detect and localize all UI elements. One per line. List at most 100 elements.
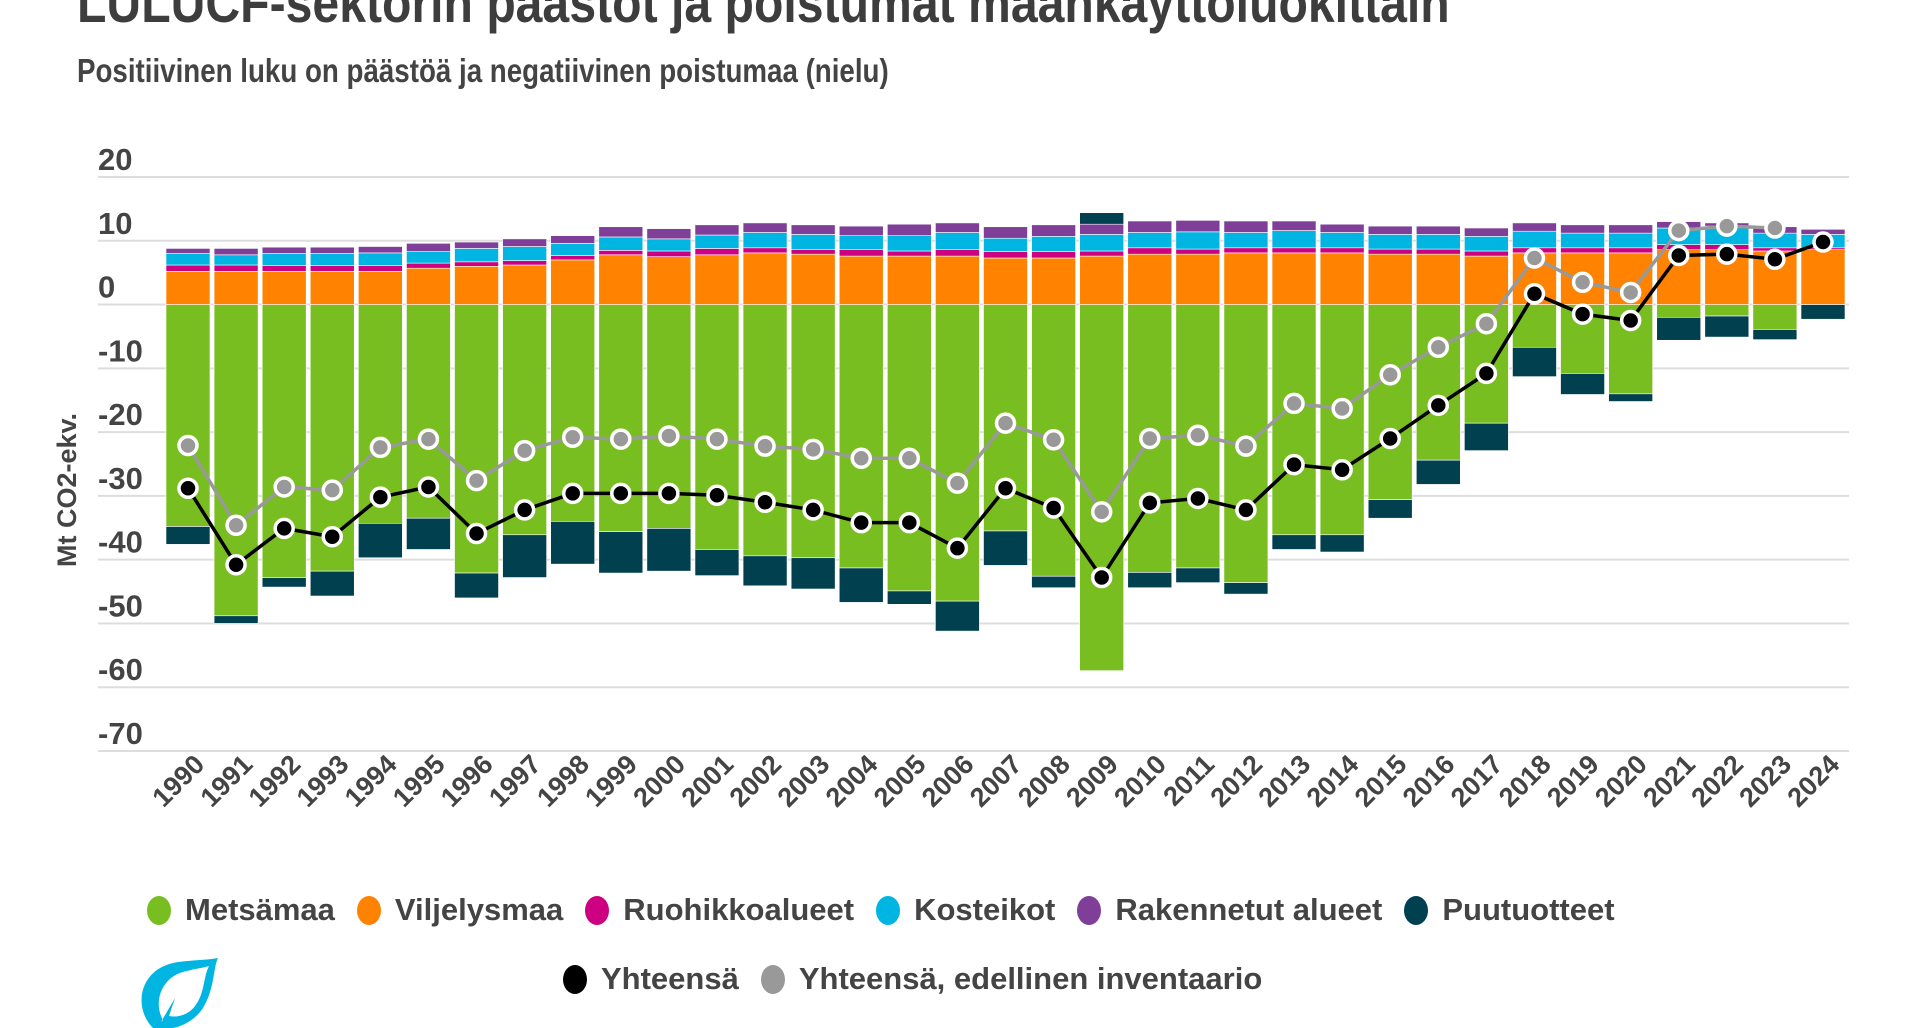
legend-label: Rakennetut alueet: [1115, 892, 1383, 927]
y-tick-label: -70: [98, 716, 143, 751]
bar-segment-viljelysmaa-2012: [1223, 252, 1269, 305]
point-yhteens-: [946, 537, 969, 559]
bar-segment-puutuotteet-2021: [1656, 317, 1702, 341]
bar-segment-rakennetut-alueet-2010: [1127, 220, 1173, 233]
bar-segment-viljelysmaa-1992: [261, 271, 307, 305]
x-tick-label: 2013: [1253, 749, 1317, 813]
bar-segment-ruohikkoalueet-1999: [598, 250, 644, 256]
point-yhteens-edellinen-inventaario: [1090, 501, 1113, 523]
bar-segment-kosteikot-2013: [1271, 230, 1317, 249]
point-yhteens-edellinen-inventaario: [994, 412, 1017, 434]
bar-segment-puutuotteet-2019: [1560, 373, 1605, 395]
x-tick-label: 1994: [339, 749, 403, 813]
bar-segment-puutuotteet-2003: [790, 557, 836, 590]
legend-label: Puutuotteet: [1442, 892, 1615, 927]
bar-segment-kosteikot-2007: [983, 237, 1028, 252]
bar-segment-viljelysmaa-2007: [983, 257, 1028, 305]
bar-segment-puutuotteet-1992: [261, 577, 307, 588]
bar-segment-ruohikkoalueet-2017: [1464, 250, 1509, 257]
x-tick-label: 2016: [1397, 749, 1461, 813]
point-yhteens-edellinen-inventaario: [1619, 281, 1642, 304]
bar-segment-rakennetut-alueet-2005: [887, 223, 932, 236]
bar-segment-puutuotteet-2017: [1464, 422, 1509, 451]
bar-segment-viljelysmaa-2015: [1367, 253, 1413, 305]
point-yhteens-edellinen-inventaario: [850, 447, 872, 470]
bar-segment-puutuotteet-1993: [309, 570, 355, 597]
bar-segment-rakennetut-alueet-2019: [1560, 224, 1605, 234]
point-yhteens-: [754, 491, 776, 514]
bar-segment-rakennetut-alueet-2011: [1175, 220, 1221, 233]
bar-segment-ruohikkoalueet-2016: [1415, 248, 1461, 255]
bar-segment-viljelysmaa-2013: [1271, 252, 1317, 305]
bar-segment-puutuotteet-2012: [1223, 582, 1269, 595]
point-yhteens-edellinen-inventaario: [610, 428, 632, 450]
bar-segment-ruohikkoalueet-2015: [1367, 248, 1413, 255]
y-axis-title: Mt CO2-ekv.: [52, 413, 82, 567]
point-yhteens-: [1331, 458, 1353, 481]
x-tick-label: 2004: [820, 749, 884, 813]
point-yhteens-: [273, 517, 295, 540]
bar-segment-viljelysmaa-2010: [1127, 253, 1173, 305]
bar-segment-rakennetut-alueet-2016: [1415, 225, 1461, 235]
x-tick-label: 1993: [291, 749, 355, 813]
bar-segment-viljelysmaa-2000: [646, 256, 692, 305]
point-yhteens-: [1475, 362, 1498, 385]
bar-segment-puutuotteet-2015: [1367, 499, 1413, 519]
bar-segment-kosteikot-2012: [1223, 232, 1269, 249]
point-yhteens-edellinen-inventaario: [898, 447, 921, 470]
bar-segment-rakennetut-alueet-2000: [646, 228, 692, 240]
bar-segment-ruohikkoalueet-2000: [646, 250, 692, 258]
bar-segment-kosteikot-1995: [406, 251, 451, 264]
legend-totals: Yhteensä Yhteensä, edellinen inventaario: [563, 961, 1284, 997]
point-yhteens-edellinen-inventaario: [321, 479, 344, 501]
x-tick-label: 2002: [724, 749, 788, 813]
bar-segment-viljelysmaa-1999: [598, 254, 644, 305]
bar-segment-ruohikkoalueet-1998: [550, 255, 596, 261]
bar-segment-ruohikkoalueet-1993: [309, 265, 355, 272]
y-tick-label: -60: [98, 652, 143, 687]
x-tick-label: 1991: [195, 749, 259, 813]
x-tick-label: 2001: [676, 749, 740, 813]
y-tick-label: -50: [98, 588, 143, 623]
point-yhteens-edellinen-inventaario: [1427, 336, 1450, 359]
bar-segment-viljelysmaa-1997: [502, 264, 547, 305]
bar-segment-rakennetut-alueet-2014: [1319, 223, 1365, 233]
point-yhteens-: [1139, 492, 1161, 514]
bar-segment-kosteikot-1992: [261, 253, 307, 266]
point-yhteens-: [706, 484, 728, 507]
bar-segment-kosteikot-2008: [1031, 236, 1076, 252]
point-yhteens-: [1427, 394, 1450, 417]
legend-swatch: [147, 895, 171, 925]
bar-segment-viljelysmaa-2016: [1415, 253, 1461, 305]
y-tick-label: 0: [98, 270, 115, 305]
bar-segment-ruohikkoalueet-1996: [454, 261, 499, 267]
bar-segment-kosteikot-1990: [165, 253, 211, 266]
bar-segment-ruohikkoalueet-1995: [406, 262, 451, 269]
point-yhteens-: [1571, 303, 1594, 325]
x-tick-label: 2005: [868, 749, 932, 813]
legend-swatch: [356, 895, 381, 925]
point-yhteens-: [1667, 244, 1690, 267]
point-yhteens-edellinen-inventaario: [1523, 247, 1546, 269]
bar-segment-rakennetut-alueet-1993: [309, 246, 355, 254]
point-yhteens-: [561, 482, 584, 505]
x-tick-label: 2011: [1157, 749, 1220, 812]
bar-segment-rakennetut-alueet-2015: [1367, 225, 1413, 235]
x-tick-label: 2018: [1493, 749, 1557, 813]
point-yhteens-: [465, 522, 488, 545]
point-yhteens-edellinen-inventaario: [1475, 312, 1498, 335]
bar-segment-kosteikot-2016: [1415, 234, 1461, 250]
bar-segment-puutuotteet-2013: [1271, 534, 1317, 550]
bar-segment-ruohikkoalueet-1994: [358, 265, 403, 272]
point-yhteens-: [513, 499, 536, 521]
point-yhteens-edellinen-inventaario: [1042, 429, 1065, 451]
bar-segment-ruohikkoalueet-1990: [165, 264, 211, 272]
x-tick-label: 2007: [964, 749, 1028, 813]
bar-segment-rakennetut-alueet-2003: [790, 224, 836, 235]
point-yhteens-edellinen-inventaario: [1139, 427, 1161, 450]
bar-segment-puutuotteet-1997: [502, 534, 547, 578]
y-tick-label: -30: [98, 461, 143, 496]
bar-segment-kosteikot-2003: [790, 234, 836, 251]
bar-segment-mets-maa-2023: [1752, 304, 1798, 330]
bar-segment-viljelysmaa-2014: [1319, 252, 1365, 305]
